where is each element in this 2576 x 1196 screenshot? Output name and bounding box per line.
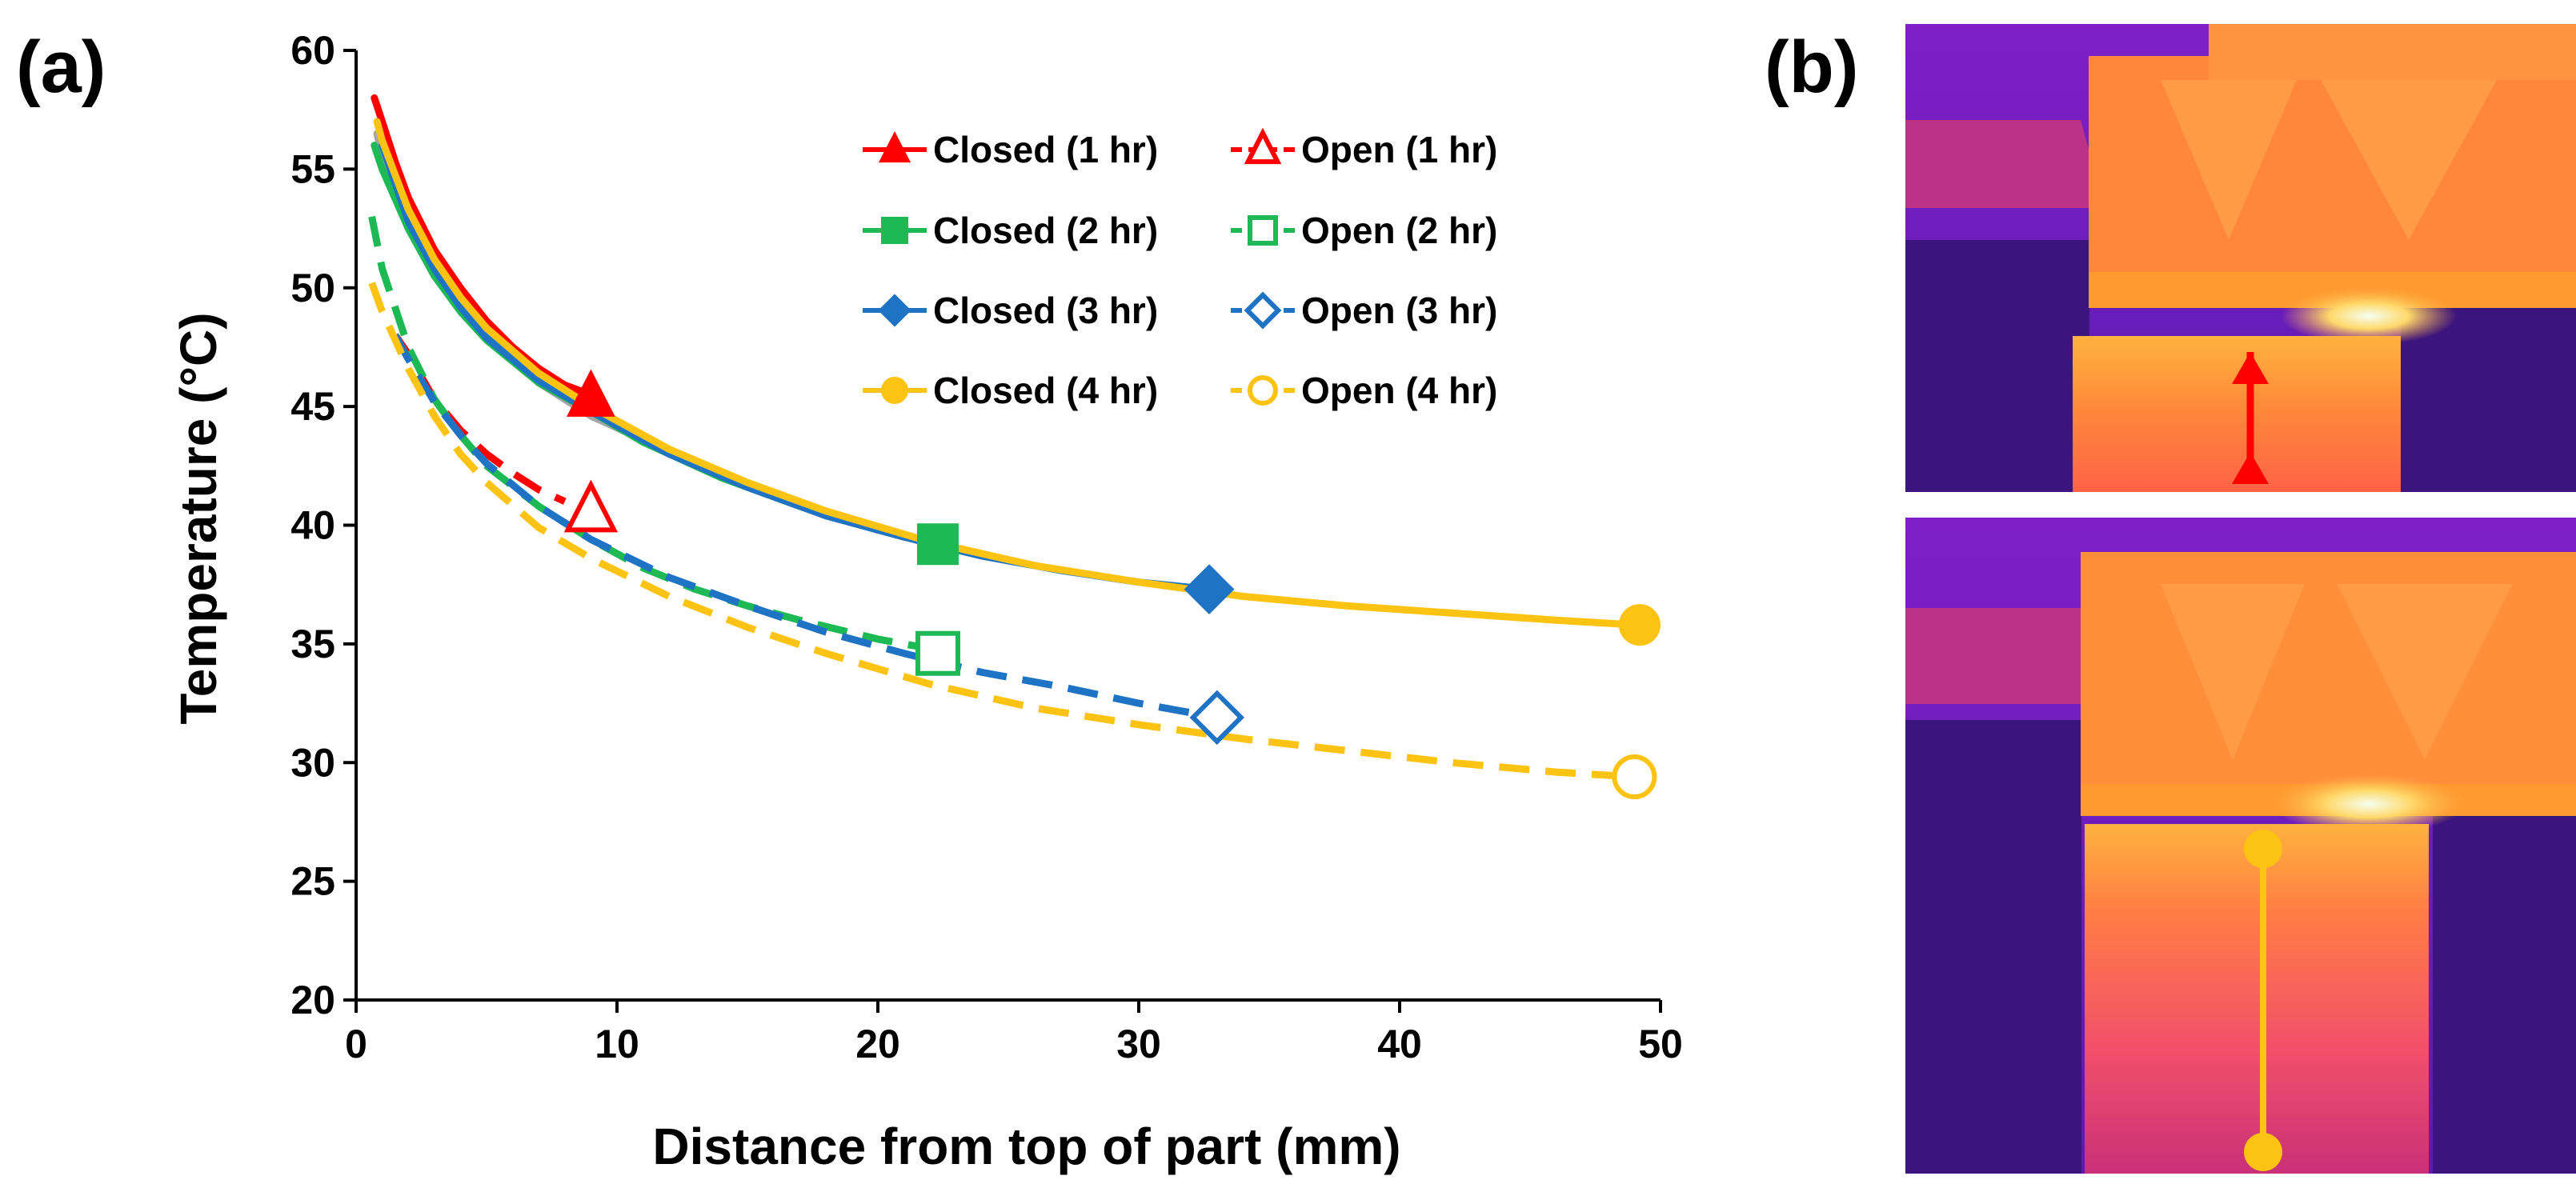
legend-label: Open (3 hr)	[1301, 290, 1497, 331]
legend-marker	[881, 377, 908, 404]
end-marker-open-3-hr	[1189, 690, 1245, 746]
circle-marker-top	[2244, 830, 2282, 868]
end-marker-closed-4-hr	[1618, 604, 1661, 646]
x-tick-label: 10	[595, 1022, 639, 1066]
ticks: 20 25 30 35 40 45 50 55 60 0 10 20 30 40 50	[290, 28, 1682, 1066]
legend-marker	[881, 217, 908, 244]
legend-marker	[1244, 291, 1282, 330]
thermal-image-bottom	[1905, 518, 2576, 1174]
series-end-markers	[563, 369, 1661, 800]
legend: Closed (1 hr) Closed (2 hr) Closed (3 hr) C…	[863, 127, 1497, 411]
x-tick-label: 40	[1377, 1022, 1422, 1066]
series-line-open-3-hr	[391, 333, 1218, 722]
x-axis-title: Distance from top of part (mm)	[652, 1118, 1400, 1175]
legend-label: Open (4 hr)	[1301, 370, 1497, 411]
x-tick-label: 50	[1638, 1022, 1683, 1066]
y-tick-label: 30	[290, 740, 335, 785]
legend-label: Open (2 hr)	[1301, 210, 1497, 251]
end-marker-open-4-hr	[1612, 754, 1657, 800]
y-tick-label: 20	[290, 978, 335, 1022]
end-marker-open-2-hr	[915, 630, 960, 676]
panel-label-b: (b)	[1765, 26, 1858, 108]
legend-label: Closed (3 hr)	[933, 290, 1158, 331]
legend-marker	[878, 294, 911, 327]
y-tick-label: 45	[290, 384, 335, 429]
y-tick-label: 50	[290, 266, 335, 310]
series-line-open-4-hr	[368, 282, 1635, 781]
series-line-closed-1-hr	[371, 94, 595, 398]
y-tick-label: 40	[290, 503, 335, 548]
thermal-markers	[2232, 352, 2282, 1171]
end-marker-open-1-hr	[563, 479, 619, 533]
end-marker-closed-2-hr	[916, 523, 959, 566]
legend-marker	[878, 130, 911, 163]
legend-label: Closed (4 hr)	[933, 370, 1158, 411]
triangle-marker-bottom	[2232, 452, 2269, 484]
series-lines	[368, 94, 1638, 781]
series-line-closed-4-hr	[373, 118, 1638, 629]
y-tick-label: 35	[290, 622, 335, 666]
legend-label: Closed (1 hr)	[933, 129, 1158, 170]
end-marker-closed-3-hr	[1184, 564, 1235, 615]
legend-marker	[1244, 127, 1282, 165]
legend-label: Closed (2 hr)	[933, 210, 1158, 251]
triangle-marker-top	[2232, 352, 2269, 384]
y-axis-title: Temperature (°C)	[170, 312, 227, 724]
legend-label: Open (1 hr)	[1301, 129, 1497, 170]
circle-marker-bottom	[2244, 1133, 2282, 1171]
series-line-closed-2-hr	[371, 142, 942, 548]
y-tick-label: 25	[290, 859, 335, 904]
legend-marker	[1248, 215, 1278, 246]
thermal-image-top	[1905, 24, 2576, 492]
x-tick-label: 20	[855, 1022, 900, 1066]
line-chart: 20 25 30 35 40 45 50 55 60 0 10 20 30 40 50 Distance f…	[170, 28, 1683, 1175]
legend-marker	[1248, 375, 1278, 406]
axes	[355, 50, 1661, 1002]
y-tick-label: 55	[290, 146, 335, 191]
end-marker-closed-1-hr	[567, 369, 615, 417]
x-tick-label: 30	[1116, 1022, 1161, 1066]
series-line-open-1-hr	[392, 333, 567, 505]
x-tick-label: 0	[345, 1022, 367, 1066]
panel-label-a: (a)	[16, 26, 106, 108]
y-tick-label: 60	[290, 28, 335, 73]
